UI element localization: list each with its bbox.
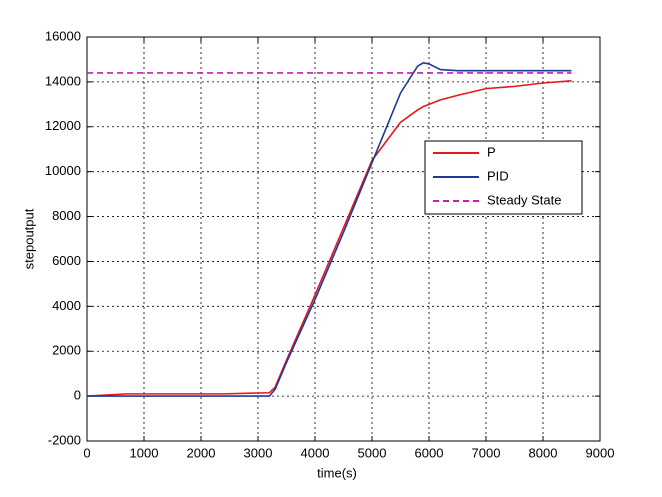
x-tick-label: 7000 (472, 445, 501, 460)
y-tick-label: 14000 (45, 73, 81, 88)
legend-label: PID (487, 168, 509, 183)
y-tick-label: -2000 (48, 432, 81, 447)
y-tick-label: 6000 (52, 253, 81, 268)
axes-box (86, 36, 601, 442)
x-tick-label: 3000 (244, 445, 273, 460)
x-tick-label: 2000 (187, 445, 216, 460)
series-line (86, 79, 572, 397)
y-tick-label: 2000 (52, 343, 81, 358)
x-tick-label: 1000 (130, 445, 159, 460)
y-axis-label: stepoutput (21, 208, 36, 269)
y-tick-label: 10000 (45, 163, 81, 178)
y-tick-label: 4000 (52, 298, 81, 313)
x-tick-label: 4000 (301, 445, 330, 460)
legend-label: P (487, 144, 496, 159)
legend-label: Steady State (487, 192, 561, 207)
x-tick-label: 8000 (529, 445, 558, 460)
y-tick-label: 8000 (52, 208, 81, 223)
plot-area (87, 37, 600, 441)
x-tick-label: 5000 (358, 445, 387, 460)
y-tick-label: 0 (74, 388, 81, 403)
x-tick-label: 6000 (415, 445, 444, 460)
y-tick-label: 12000 (45, 118, 81, 133)
series-line (87, 61, 572, 397)
x-axis-label: time(s) (317, 465, 357, 480)
y-tick-label: 16000 (45, 28, 81, 43)
x-tick-label: 0 (83, 445, 90, 460)
x-tick-label: 9000 (586, 445, 615, 460)
